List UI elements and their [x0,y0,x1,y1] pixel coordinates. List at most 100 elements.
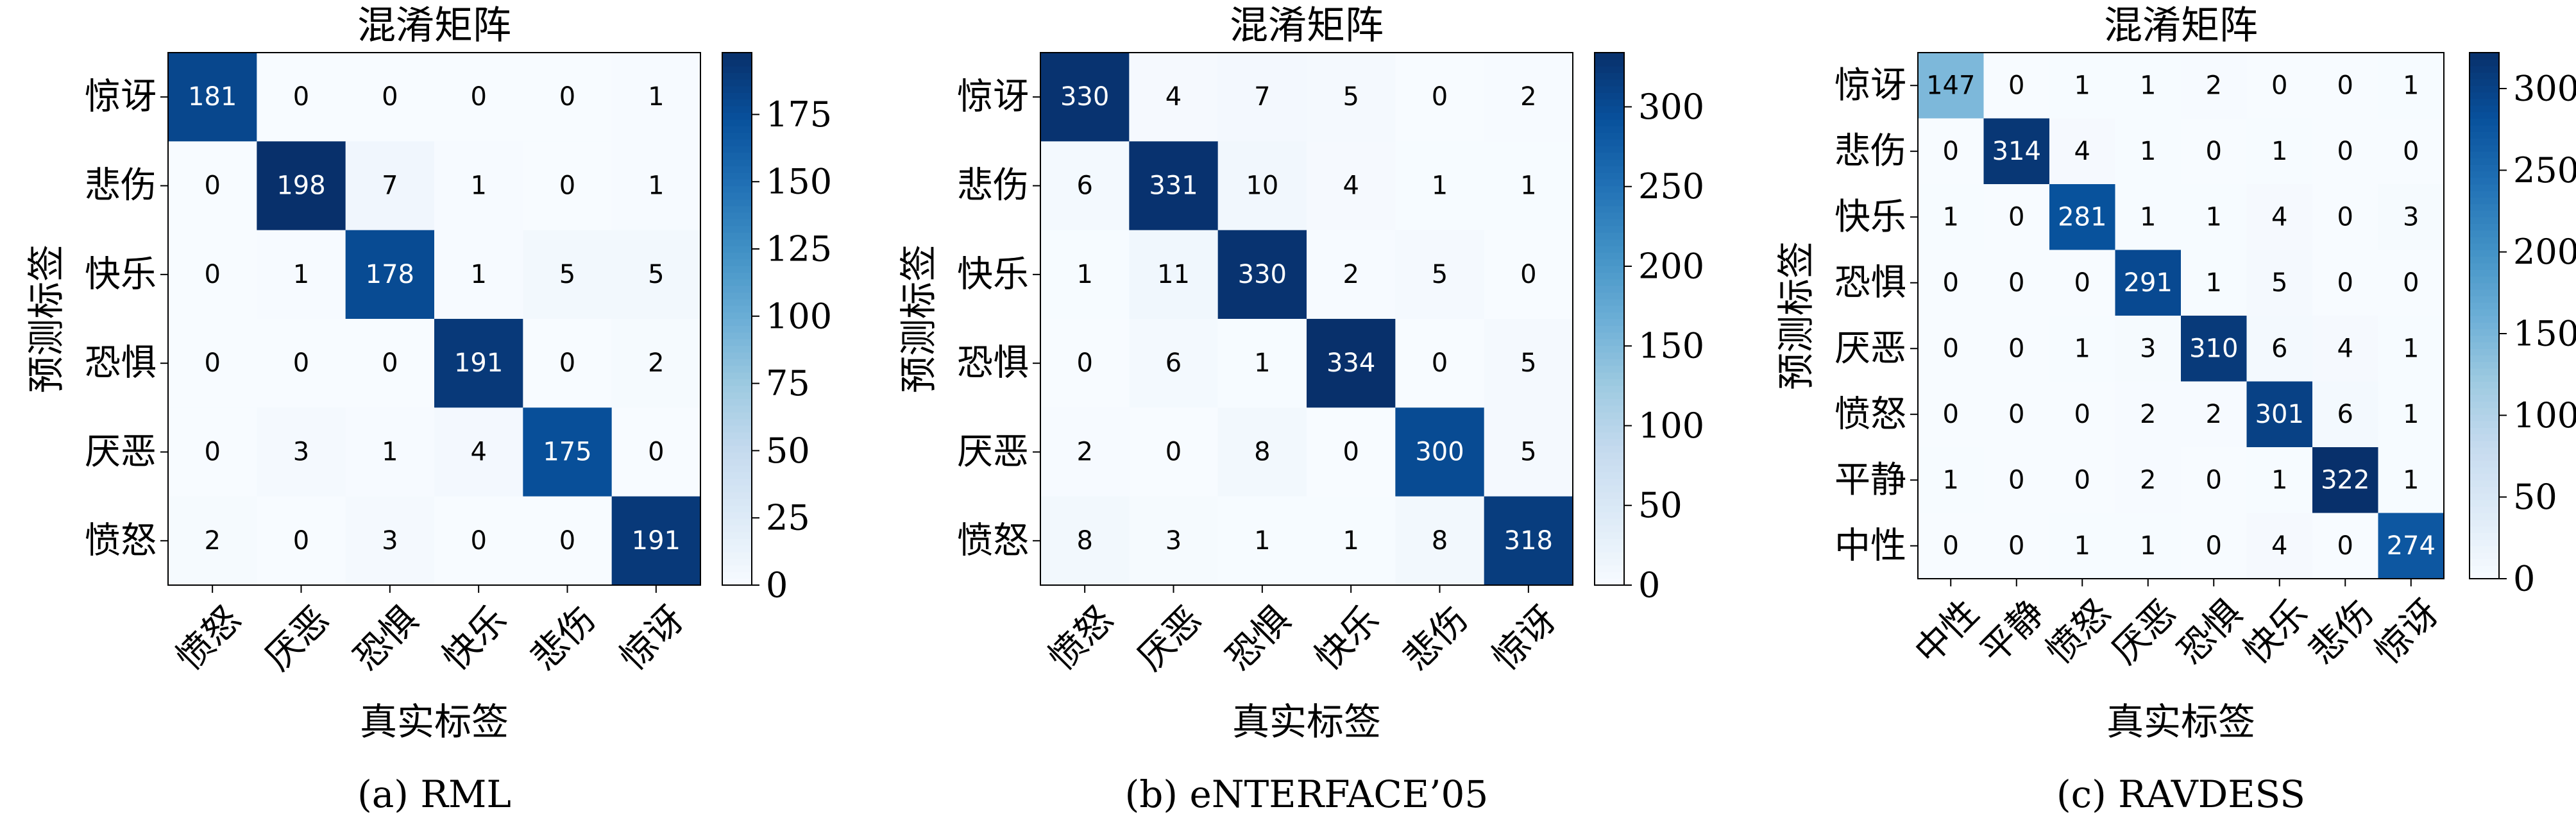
cell-value: 1 [293,260,309,289]
colorbar-tick-label: 175 [766,94,832,135]
heatmap-cell [2115,447,2182,513]
colorbar-segment [722,232,752,240]
colorbar-tick-label: 200 [2513,232,2576,272]
colorbar-segment [2470,401,2499,409]
colorbar-segment [2470,460,2499,468]
y-tick-label: 恐惧 [1835,262,1906,303]
heatmap-cell [257,319,346,408]
cell-value: 1 [648,171,664,201]
heatmap-cell [1307,407,1396,497]
colorbar-segment [2470,407,2499,415]
colorbar-segment [1595,511,1624,519]
colorbar-segment [1595,458,1624,466]
y-tick-label: 快乐 [957,253,1029,295]
colorbar-segment [2470,85,2499,93]
colorbar-tick-label: 0 [2513,559,2535,599]
colorbar-segment [1595,352,1624,359]
colorbar-segment [2470,98,2499,106]
colorbar-segment [2470,466,2499,474]
colorbar-segment [2470,454,2499,461]
heatmap-cell [2312,53,2378,119]
cell-value: 191 [632,526,681,556]
heatmap-cell [2378,513,2445,579]
cell-value: 1 [470,260,486,289]
chart-title: 混淆矩阵 [1230,3,1384,48]
colorbar-segment [1595,525,1624,533]
colorbar-segment [722,438,752,446]
heatmap-cell [2115,250,2182,316]
heatmap-cell [1217,53,1307,142]
cell-value: 181 [188,82,237,112]
colorbar-segment [722,72,752,80]
colorbar-segment [2470,506,2499,514]
colorbar-segment [2470,486,2499,494]
colorbar-segment [2470,217,2499,225]
colorbar-segment [1595,292,1624,300]
cell-value: 0 [2074,268,2090,298]
colorbar-segment [722,239,752,246]
cell-value: 10 [1246,171,1278,201]
colorbar-segment [722,398,752,406]
cell-value: 1 [1943,202,1959,232]
cell-value: 2 [648,348,664,378]
colorbar-tick-label: 125 [766,229,832,269]
heatmap-cell [2115,316,2182,382]
cell-value: 0 [1520,260,1536,289]
cell-value: 2 [1343,260,1359,289]
colorbar-tick-label: 300 [1638,87,1704,127]
colorbar-segment [2470,355,2499,362]
colorbar-segment [722,558,752,566]
cell-value: 281 [2058,202,2106,232]
cell-value: 5 [1343,82,1359,112]
colorbar-segment [2470,282,2499,290]
cell-value: 0 [2403,268,2419,298]
cell-value: 7 [382,171,398,201]
colorbar-segment [2470,513,2499,520]
colorbar-segment [722,79,752,87]
colorbar-tick-label: 300 [2513,69,2576,109]
heatmap-cell [1983,381,2050,448]
colorbar-segment [722,166,752,173]
heatmap-cell [611,53,701,142]
x-tick-label: 恐惧 [2170,592,2250,672]
colorbar-segment [722,405,752,413]
heatmap-cell [2312,447,2378,513]
heatmap-cell [523,141,613,231]
colorbar-segment [1595,278,1624,286]
heatmap-cell [523,319,613,408]
heatmap-cell [1217,141,1307,231]
heatmap-cell [168,319,257,408]
heatmap-cell [168,407,257,497]
colorbar-segment [1595,491,1624,499]
colorbar-segment [1595,126,1624,133]
cell-value: 0 [2008,71,2024,100]
cell-value: 0 [1076,348,1092,378]
cell-value: 0 [2337,268,2353,298]
heatmap-cell [1395,407,1485,497]
cell-value: 4 [1165,82,1182,112]
cell-value: 1 [1943,465,1959,495]
heatmap-cell [1129,141,1219,231]
cell-value: 2 [2206,400,2222,429]
x-tick-label: 悲伤 [1396,599,1476,679]
colorbar-segment [1595,572,1624,579]
colorbar-segment [2470,171,2499,178]
heatmap-cell [1484,230,1573,320]
heatmap-cell [523,230,613,320]
colorbar-segment [1595,53,1624,60]
colorbar-segment [1595,438,1624,446]
heatmap-cell [1217,407,1307,497]
colorbar-segment [2470,414,2499,422]
cell-value: 1 [1254,348,1270,378]
cell-value: 4 [2337,334,2353,363]
heatmap-cell [1983,118,2050,185]
cell-value: 8 [1254,438,1270,467]
colorbar-segment [722,126,752,133]
cell-value: 1 [1432,171,1448,201]
colorbar-segment [1595,259,1624,266]
cell-value: 1 [2403,334,2419,363]
colorbar-segment [722,472,752,479]
colorbar-segment [722,219,752,226]
colorbar-segment [1595,565,1624,572]
cell-value: 0 [2206,137,2222,166]
